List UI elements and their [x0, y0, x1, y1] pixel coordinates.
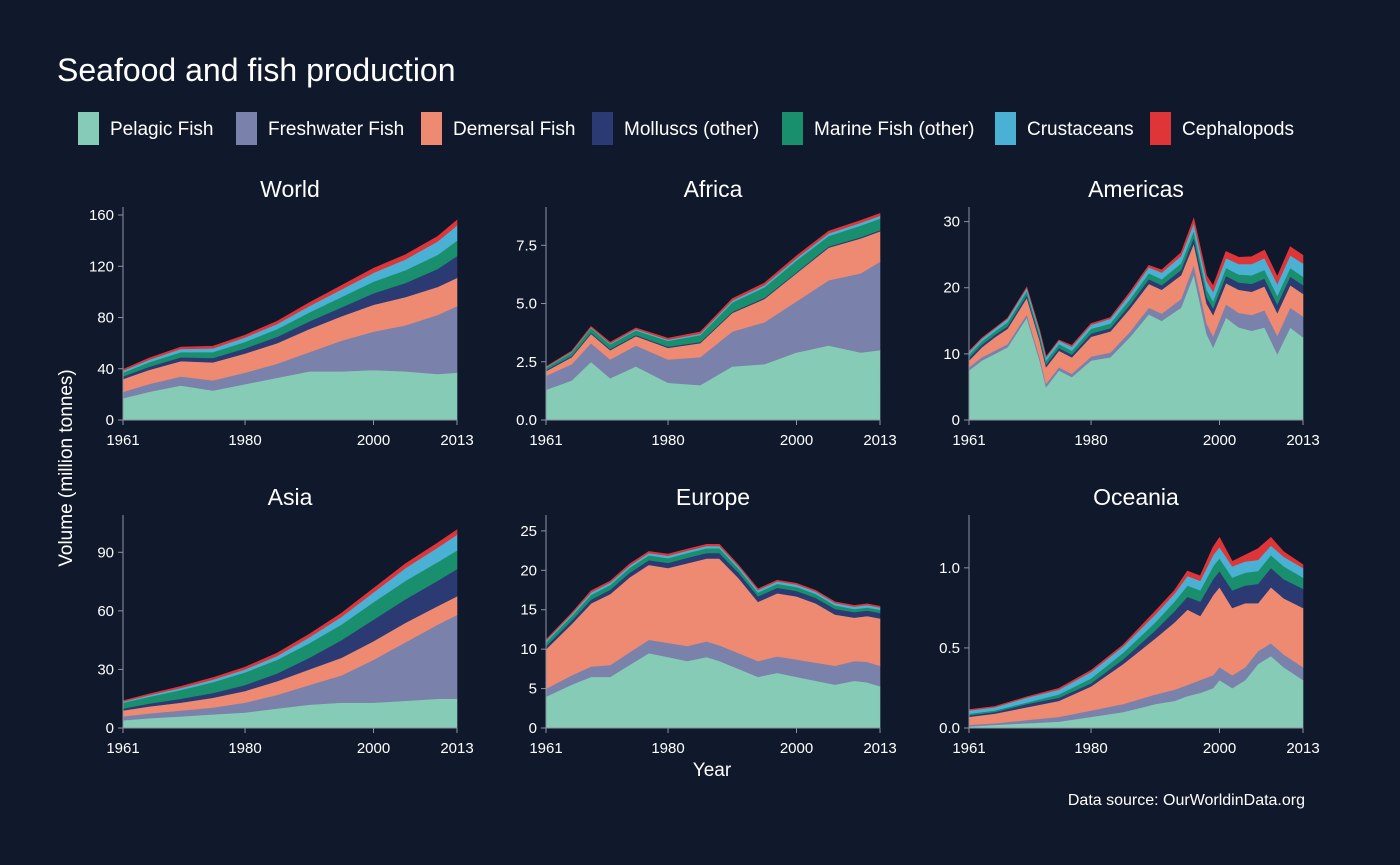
- area-oceania-cephalopods: [968, 536, 1304, 711]
- y-tick-label-world: 0: [106, 412, 114, 429]
- y-axis-label: Volume (million tonnes): [56, 369, 77, 566]
- y-tick-label-europe: 25: [520, 523, 537, 540]
- x-tick-label-world: 2013: [440, 432, 473, 449]
- x-tick-label-europe: 2000: [780, 740, 813, 757]
- legend-label-pelagic: Pelagic Fish: [110, 119, 214, 140]
- x-tick-label-oceania: 1961: [952, 740, 985, 757]
- x-tick-label-americas: 2013: [1286, 432, 1319, 449]
- panel-europe: Europe 0 5 10 15 20 25 1961 1980 2000 2013: [520, 484, 896, 757]
- x-tick-label-africa: 2000: [780, 432, 813, 449]
- y-tick-label-americas: 20: [943, 280, 960, 297]
- x-tick-label-europe: 1961: [529, 740, 562, 757]
- panel-title-asia: Asia: [268, 484, 313, 510]
- panel-title-americas: Americas: [1088, 176, 1184, 202]
- y-tick-label-africa: 2.5: [516, 354, 537, 371]
- y-tick-label-world: 120: [89, 258, 114, 275]
- x-tick-label-asia: 2013: [440, 740, 473, 757]
- x-tick-label-oceania: 1980: [1074, 740, 1107, 757]
- legend-item-demersal: Demersal Fish: [421, 112, 575, 145]
- x-tick-label-americas: 2000: [1203, 432, 1236, 449]
- x-tick-label-americas: 1961: [952, 432, 985, 449]
- legend-label-cephalopods: Cephalopods: [1182, 119, 1294, 140]
- x-tick-label-asia: 1961: [106, 740, 139, 757]
- y-tick-label-americas: 10: [943, 346, 960, 363]
- legend-swatch-demersal: [421, 112, 442, 145]
- data-source-caption: Data source: OurWorldinData.org: [1068, 792, 1305, 809]
- x-tick-label-world: 2000: [357, 432, 390, 449]
- panel-americas: Americas 0 10 20 30 1961 1980 2000 2013: [943, 176, 1319, 449]
- legend-swatch-cephalopods: [1150, 112, 1171, 145]
- legend-item-molluscs: Molluscs (other): [592, 112, 759, 145]
- y-tick-label-oceania: 1.0: [939, 560, 960, 577]
- panel-world: World 0 40 80 120 160 1961 1980 2000 2013: [89, 176, 474, 449]
- y-tick-label-europe: 0: [529, 720, 537, 737]
- y-tick-label-world: 40: [97, 361, 114, 378]
- y-tick-label-oceania: 0.5: [939, 640, 960, 657]
- area-asia-cephalopods: [122, 529, 458, 702]
- x-axis-label: Year: [693, 760, 732, 781]
- x-tick-label-asia: 2000: [357, 740, 390, 757]
- y-tick-label-africa: 5.0: [516, 296, 537, 313]
- y-tick-label-americas: 30: [943, 214, 960, 231]
- chart-title: Seafood and fish production: [57, 52, 456, 88]
- legend-swatch-pelagic: [78, 112, 99, 145]
- legend-swatch-crustaceans: [995, 112, 1016, 145]
- y-tick-label-asia: 60: [97, 603, 114, 620]
- x-tick-label-oceania: 2000: [1203, 740, 1236, 757]
- y-tick-label-europe: 20: [520, 562, 537, 579]
- y-tick-label-americas: 0: [952, 412, 960, 429]
- x-tick-label-americas: 1980: [1074, 432, 1107, 449]
- x-tick-label-europe: 1980: [651, 740, 684, 757]
- legend-label-freshwater: Freshwater Fish: [268, 119, 404, 140]
- y-tick-label-africa: 7.5: [516, 237, 537, 254]
- x-tick-label-asia: 1980: [228, 740, 261, 757]
- legend-item-cephalopods: Cephalopods: [1150, 112, 1294, 145]
- x-tick-label-africa: 1980: [651, 432, 684, 449]
- legend-label-molluscs: Molluscs (other): [624, 119, 759, 140]
- legend-item-marine: Marine Fish (other): [782, 112, 975, 145]
- y-tick-label-asia: 90: [97, 544, 114, 561]
- legend-item-freshwater: Freshwater Fish: [236, 112, 404, 145]
- y-tick-label-world: 160: [89, 207, 114, 224]
- y-tick-label-oceania: 0.0: [939, 720, 960, 737]
- y-tick-label-world: 80: [97, 310, 114, 327]
- y-tick-label-europe: 5: [529, 681, 537, 698]
- panel-title-world: World: [260, 176, 320, 202]
- legend-swatch-molluscs: [592, 112, 613, 145]
- y-tick-label-europe: 15: [520, 602, 537, 619]
- legend-label-marine: Marine Fish (other): [814, 119, 975, 140]
- x-tick-label-africa: 2013: [863, 432, 896, 449]
- area-americas-cephalopods: [968, 217, 1304, 358]
- panel-oceania: Oceania 0.0 0.5 1.0 1961 1980 2000 2013: [939, 484, 1320, 757]
- area-africa-cephalopods: [545, 212, 881, 368]
- area-europe-cephalopods: [545, 544, 881, 642]
- area-world-cephalopods: [122, 219, 458, 372]
- panel-title-oceania: Oceania: [1093, 484, 1179, 510]
- x-tick-label-world: 1980: [228, 432, 261, 449]
- legend-label-crustaceans: Crustaceans: [1027, 119, 1134, 140]
- panel-title-europe: Europe: [676, 484, 750, 510]
- x-tick-label-oceania: 2013: [1286, 740, 1319, 757]
- legend: Pelagic Fish Freshwater Fish Demersal Fish…: [78, 112, 1294, 145]
- y-tick-label-asia: 30: [97, 661, 114, 678]
- x-tick-label-world: 1961: [106, 432, 139, 449]
- panel-africa: Africa 0.0 2.5 5.0 7.5 1961 1980 2000 2013: [516, 176, 897, 449]
- y-tick-label-europe: 10: [520, 641, 537, 658]
- y-tick-label-asia: 0: [106, 720, 114, 737]
- x-tick-label-africa: 1961: [529, 432, 562, 449]
- legend-item-pelagic: Pelagic Fish: [78, 112, 214, 145]
- x-tick-label-europe: 2013: [863, 740, 896, 757]
- legend-swatch-freshwater: [236, 112, 257, 145]
- panel-title-africa: Africa: [684, 176, 743, 202]
- panel-asia: Asia 0 30 60 90 1961 1980 2000 2013: [97, 484, 473, 757]
- legend-swatch-marine: [782, 112, 803, 145]
- legend-label-demersal: Demersal Fish: [453, 119, 575, 140]
- legend-item-crustaceans: Crustaceans: [995, 112, 1134, 145]
- y-tick-label-africa: 0.0: [516, 412, 537, 429]
